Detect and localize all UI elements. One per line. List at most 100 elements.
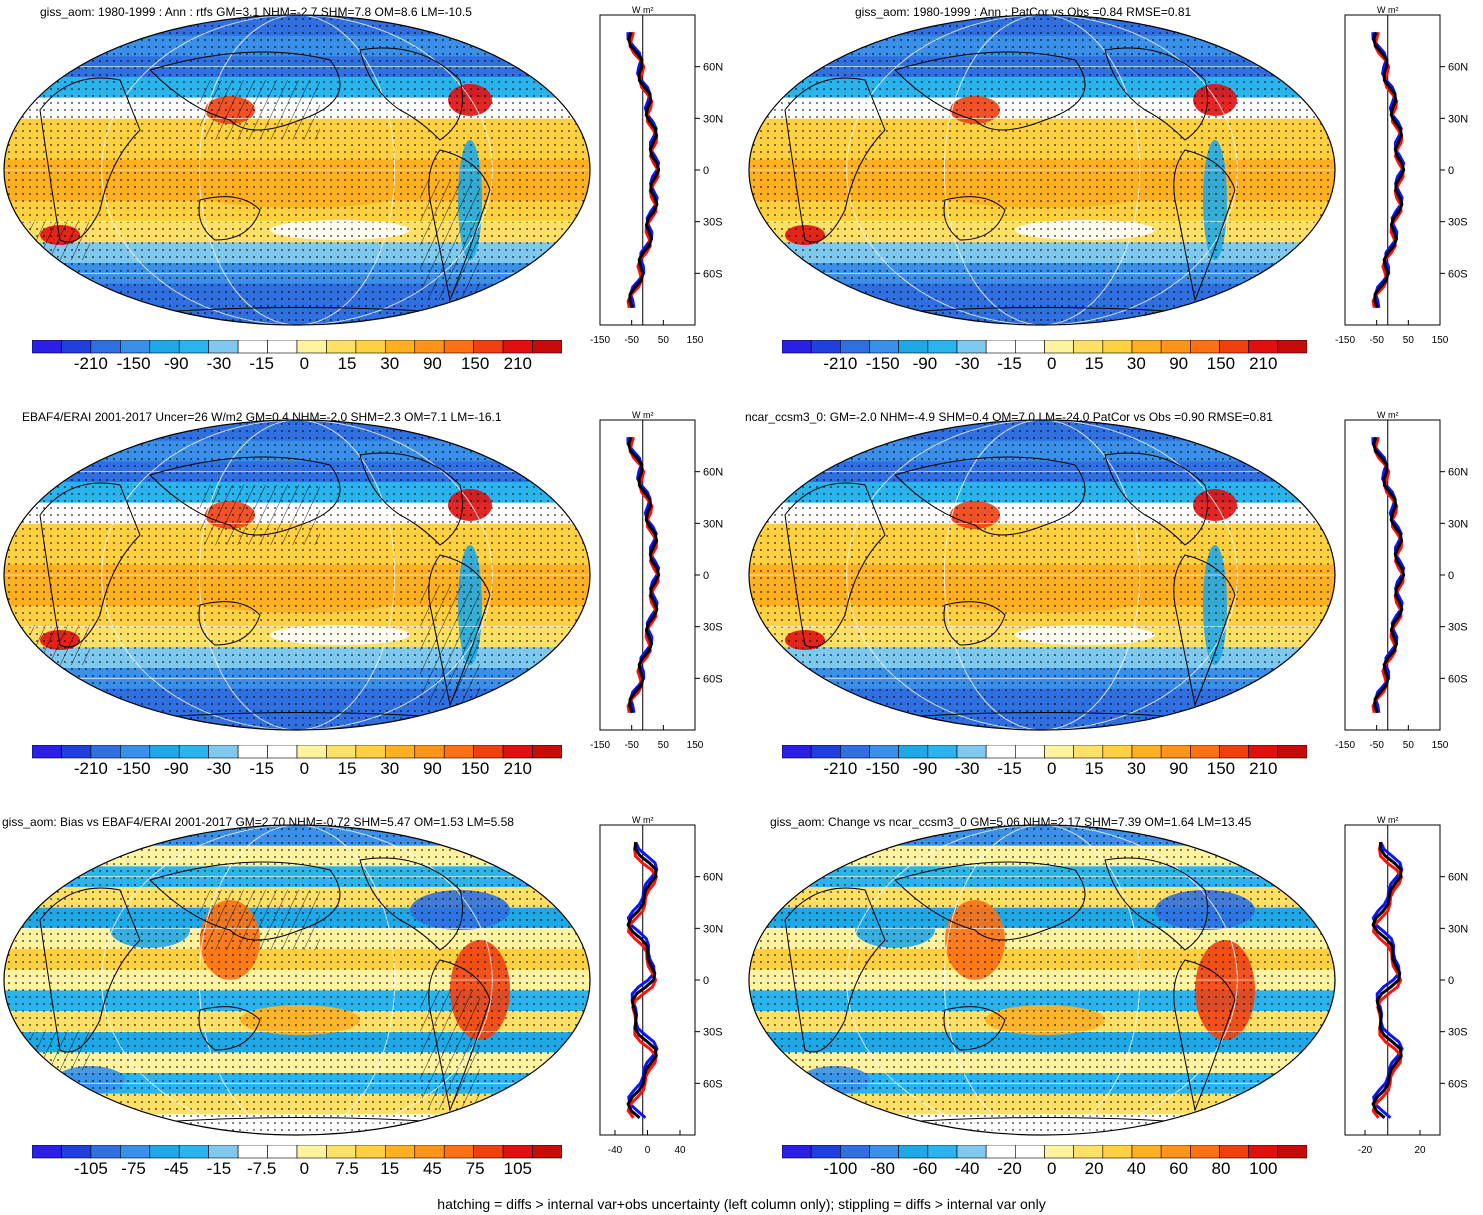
colorbar-tick-label: -15 bbox=[249, 759, 274, 778]
colorbar-tick-label: -45 bbox=[163, 1159, 189, 1178]
colorbar-tick-label: -90 bbox=[163, 354, 189, 373]
svg-text:0: 0 bbox=[1448, 975, 1454, 987]
colorbar-tick-label: 0 bbox=[1047, 1159, 1057, 1178]
panel-1: giss_aom: 1980-1999 : Ann : rtfs GM=3.1 … bbox=[0, 0, 740, 400]
colorbar-tick-label: 15 bbox=[337, 354, 357, 373]
svg-text:0: 0 bbox=[703, 570, 709, 582]
panel-title: EBAF4/ERAI 2001-2017 Uncer=26 W/m2 GM=0.… bbox=[22, 410, 502, 424]
svg-text:30S: 30S bbox=[1448, 622, 1468, 634]
colorbar-tick-label: -150 bbox=[116, 759, 151, 778]
colorbar-tick-label: 0 bbox=[299, 1159, 310, 1178]
colorbar-tick-label: 15 bbox=[1084, 354, 1104, 373]
world-map bbox=[3, 419, 591, 731]
colorbar-tick-label: -90 bbox=[912, 354, 938, 373]
colorbar-tick-label: -210 bbox=[73, 354, 108, 373]
svg-text:W m²: W m² bbox=[632, 815, 654, 825]
svg-text:W m²: W m² bbox=[632, 410, 654, 420]
svg-text:-150: -150 bbox=[1335, 335, 1355, 346]
colorbar-tick-label: 15 bbox=[380, 1159, 400, 1178]
svg-text:60N: 60N bbox=[1448, 62, 1468, 74]
svg-text:0: 0 bbox=[1448, 570, 1454, 582]
svg-text:60N: 60N bbox=[703, 62, 723, 74]
colorbar bbox=[32, 340, 562, 354]
colorbar-tick-label: 0 bbox=[299, 354, 310, 373]
colorbar-tick-label: 60 bbox=[1169, 1159, 1189, 1178]
svg-text:50: 50 bbox=[658, 335, 670, 346]
svg-text:60S: 60S bbox=[703, 673, 723, 685]
svg-text:-20: -20 bbox=[1358, 1145, 1373, 1156]
svg-text:150: 150 bbox=[687, 740, 704, 751]
svg-text:W m²: W m² bbox=[1377, 815, 1399, 825]
colorbar-tick-label: 210 bbox=[503, 759, 533, 778]
colorbar-tick-label: 75 bbox=[465, 1159, 485, 1178]
colorbar-tick-label: -150 bbox=[865, 759, 900, 778]
panel-title: giss_aom: Change vs ncar_ccsm3_0 GM=5.06… bbox=[770, 815, 1252, 829]
svg-text:-50: -50 bbox=[1369, 335, 1384, 346]
svg-text:30S: 30S bbox=[703, 622, 723, 634]
svg-text:W m²: W m² bbox=[1377, 410, 1399, 420]
colorbar-tick-label: 30 bbox=[380, 354, 400, 373]
svg-text:40: 40 bbox=[674, 1145, 686, 1156]
svg-text:-50: -50 bbox=[624, 740, 639, 751]
svg-text:60S: 60S bbox=[1448, 268, 1468, 280]
colorbar-tick-label: 30 bbox=[1126, 759, 1146, 778]
colorbar-tick-label: -90 bbox=[163, 759, 189, 778]
svg-text:50: 50 bbox=[658, 740, 670, 751]
colorbar-tick-label: -30 bbox=[954, 354, 980, 373]
colorbar-tick-label: -90 bbox=[912, 759, 938, 778]
panel-title: ncar_ccsm3_0: GM=-2.0 NHM=-4.9 SHM=0.4 O… bbox=[745, 410, 1273, 424]
colorbar bbox=[782, 745, 1307, 759]
zonal-mean-plot: 60N 30N 0 30S 60S -40 0 40 W m² bbox=[599, 815, 723, 1156]
colorbar-tick-label: -40 bbox=[954, 1159, 980, 1178]
panel-6: giss_aom: Change vs ncar_ccsm3_0 GM=5.06… bbox=[745, 810, 1483, 1195]
colorbar-labels: -210 -150 -90 -30 -15 0 15 30 90 150 210 bbox=[32, 354, 562, 374]
colorbar-tick-label: 90 bbox=[1169, 759, 1189, 778]
svg-text:20: 20 bbox=[1414, 1145, 1426, 1156]
colorbar-tick-label: -210 bbox=[823, 354, 858, 373]
colorbar-tick-label: 30 bbox=[380, 759, 400, 778]
svg-text:-150: -150 bbox=[590, 740, 610, 751]
svg-text:-150: -150 bbox=[1335, 740, 1355, 751]
colorbar-tick-label: 90 bbox=[1169, 354, 1189, 373]
svg-text:0: 0 bbox=[703, 165, 709, 177]
colorbar-tick-label: 20 bbox=[1084, 1159, 1104, 1178]
colorbar-tick-label: 0 bbox=[299, 759, 310, 778]
colorbar-tick-label: -150 bbox=[865, 354, 900, 373]
panel-4: ncar_ccsm3_0: GM=-2.0 NHM=-4.9 SHM=0.4 O… bbox=[745, 405, 1483, 805]
colorbar-tick-label: 90 bbox=[422, 354, 442, 373]
svg-text:30N: 30N bbox=[703, 923, 723, 935]
colorbar-tick-label: -15 bbox=[997, 354, 1022, 373]
colorbar-tick-label: -7.5 bbox=[247, 1159, 277, 1178]
world-map bbox=[3, 824, 591, 1136]
zonal-mean-plot: 60N 30N 0 30S 60S -150 -50 50 150 W m² bbox=[1335, 410, 1468, 751]
colorbar-tick-label: -210 bbox=[73, 759, 108, 778]
panel-2: giss_aom: 1980-1999 : Ann : PatCor vs Ob… bbox=[745, 0, 1483, 400]
svg-text:50: 50 bbox=[1403, 740, 1415, 751]
colorbar-tick-label: -150 bbox=[116, 354, 151, 373]
zonal-mean-plot: 60N 30N 0 30S 60S -150 -50 50 150 W m² bbox=[590, 410, 723, 751]
world-map bbox=[748, 419, 1336, 731]
colorbar-tick-label: 150 bbox=[1206, 354, 1236, 373]
colorbar-tick-label: -15 bbox=[997, 759, 1022, 778]
svg-text:30N: 30N bbox=[703, 113, 723, 125]
colorbar-tick-label: 0 bbox=[1047, 354, 1057, 373]
colorbar-tick-label: -75 bbox=[121, 1159, 146, 1178]
svg-text:0: 0 bbox=[1448, 165, 1454, 177]
colorbar-tick-label: -105 bbox=[73, 1159, 108, 1178]
colorbar bbox=[782, 1145, 1307, 1159]
zonal-mean-plot: 60N 30N 0 30S 60S -20 20 W m² bbox=[1344, 815, 1468, 1156]
colorbar bbox=[782, 340, 1307, 354]
colorbar-tick-label: -30 bbox=[206, 759, 232, 778]
svg-text:60S: 60S bbox=[1448, 1078, 1468, 1090]
world-map bbox=[748, 824, 1336, 1136]
svg-text:60N: 60N bbox=[703, 467, 723, 479]
panel-5: giss_aom: Bias vs EBAF4/ERAI 2001-2017 G… bbox=[0, 810, 740, 1195]
colorbar-labels: -210 -150 -90 -30 -15 0 15 30 90 150 210 bbox=[782, 759, 1307, 779]
zonal-mean-plot: 60N 30N 0 30S 60S -150 -50 50 150 W m² bbox=[590, 5, 723, 346]
colorbar-tick-label: -20 bbox=[997, 1159, 1022, 1178]
svg-text:30N: 30N bbox=[703, 518, 723, 530]
svg-text:30S: 30S bbox=[703, 217, 723, 229]
world-map bbox=[3, 14, 591, 326]
colorbar-tick-label: 45 bbox=[422, 1159, 442, 1178]
colorbar-tick-label: 80 bbox=[1211, 1159, 1231, 1178]
